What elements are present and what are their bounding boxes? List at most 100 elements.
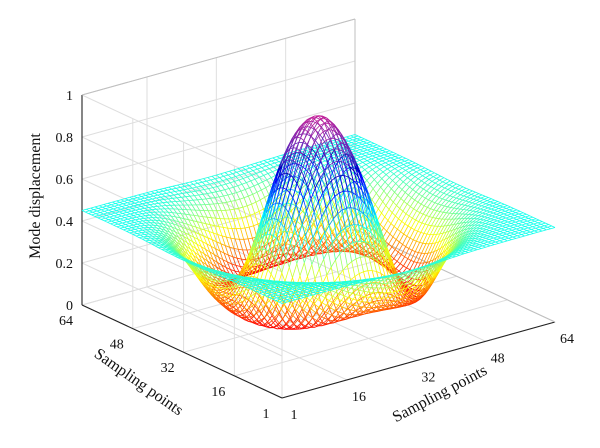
mesh-line [451, 188, 455, 191]
mesh-line [388, 185, 391, 188]
mesh-line [101, 218, 105, 219]
mesh-line [201, 185, 205, 186]
mesh-line [392, 240, 396, 247]
mesh-line [229, 189, 232, 194]
mesh-line [378, 161, 382, 163]
mesh-line [244, 172, 248, 174]
mesh-line [186, 182, 190, 183]
mesh-line [248, 196, 251, 204]
mesh-line [252, 204, 255, 213]
mesh-line [221, 211, 224, 219]
mesh-line [228, 194, 232, 195]
mesh-line [482, 230, 486, 232]
mesh-line [381, 165, 384, 167]
mesh-line [541, 223, 545, 224]
mesh-line [394, 227, 397, 230]
mesh-line [144, 208, 148, 209]
mesh-line [485, 231, 489, 233]
mesh-line [436, 178, 439, 180]
mesh-line [401, 255, 404, 257]
mesh-line [293, 148, 296, 149]
mesh-line [491, 226, 495, 228]
mesh-line [361, 146, 365, 147]
mesh-line [371, 159, 374, 161]
mesh-line [422, 166, 425, 168]
mesh-line [144, 218, 148, 219]
mesh-line [381, 187, 384, 191]
mesh-line [388, 220, 391, 223]
mesh-line [455, 199, 459, 203]
mesh-line [480, 235, 484, 237]
mesh-line [443, 207, 447, 213]
mesh-line [477, 198, 481, 200]
mesh-line [242, 184, 245, 189]
mesh-line [486, 202, 490, 204]
mesh-line [391, 250, 395, 257]
mesh-line [393, 161, 397, 163]
mesh-line [250, 188, 253, 195]
mesh-line [494, 228, 498, 230]
mesh-line [500, 230, 504, 231]
mesh-line [185, 186, 188, 189]
mesh-line [400, 179, 403, 182]
mesh-line [371, 150, 375, 151]
mesh-line [533, 232, 537, 233]
mesh-line [420, 183, 424, 187]
mesh-line [419, 174, 422, 176]
mesh-line [472, 200, 476, 203]
mesh-line [104, 221, 107, 223]
mesh-line [163, 203, 166, 206]
mesh-line [191, 210, 194, 216]
mesh-line [245, 188, 249, 190]
mesh-line [211, 180, 214, 183]
mesh-line [156, 189, 160, 190]
mesh-line [427, 171, 431, 173]
mesh-line [203, 217, 206, 224]
mesh-line [487, 209, 491, 211]
mesh-line [478, 195, 482, 197]
mesh-line [482, 204, 486, 206]
mesh-line [122, 205, 126, 206]
mesh-line [425, 179, 429, 182]
mesh-surface [82, 116, 555, 330]
mesh-line [229, 171, 232, 174]
mesh-line [480, 217, 484, 219]
mesh-line [509, 218, 513, 219]
mesh-line [408, 161, 412, 163]
mesh-line [139, 221, 143, 222]
mesh-line [101, 209, 105, 210]
mesh-line [260, 162, 263, 164]
mesh-line [413, 240, 416, 241]
mesh-line [425, 224, 428, 225]
mesh-line [502, 234, 506, 235]
mesh-line [421, 168, 425, 170]
mesh-line [449, 185, 452, 187]
mesh-line [543, 227, 547, 228]
mesh-line [173, 185, 177, 186]
mesh-line [403, 244, 406, 246]
mesh-line [440, 178, 444, 180]
mesh-line [263, 164, 266, 166]
mesh-line [251, 165, 254, 167]
mesh-line [88, 214, 91, 215]
mesh-line [458, 200, 462, 204]
mesh-line [386, 151, 390, 152]
mesh-line [393, 195, 397, 202]
mesh-line [496, 206, 500, 208]
mesh-line [408, 163, 411, 165]
mesh-line [429, 200, 432, 202]
mesh-line [504, 222, 508, 223]
mesh-line [407, 165, 411, 167]
mesh-line [501, 227, 505, 228]
mesh-line [484, 208, 488, 210]
mesh-line [235, 200, 238, 208]
mesh-line [412, 241, 416, 250]
mesh-line [411, 220, 415, 228]
mesh-line [354, 136, 358, 137]
mesh-line [133, 198, 137, 199]
mesh-line [245, 228, 248, 239]
mesh-line [464, 193, 468, 196]
mesh-line [454, 204, 458, 208]
mesh-line [517, 235, 521, 236]
mesh-line [241, 191, 244, 198]
